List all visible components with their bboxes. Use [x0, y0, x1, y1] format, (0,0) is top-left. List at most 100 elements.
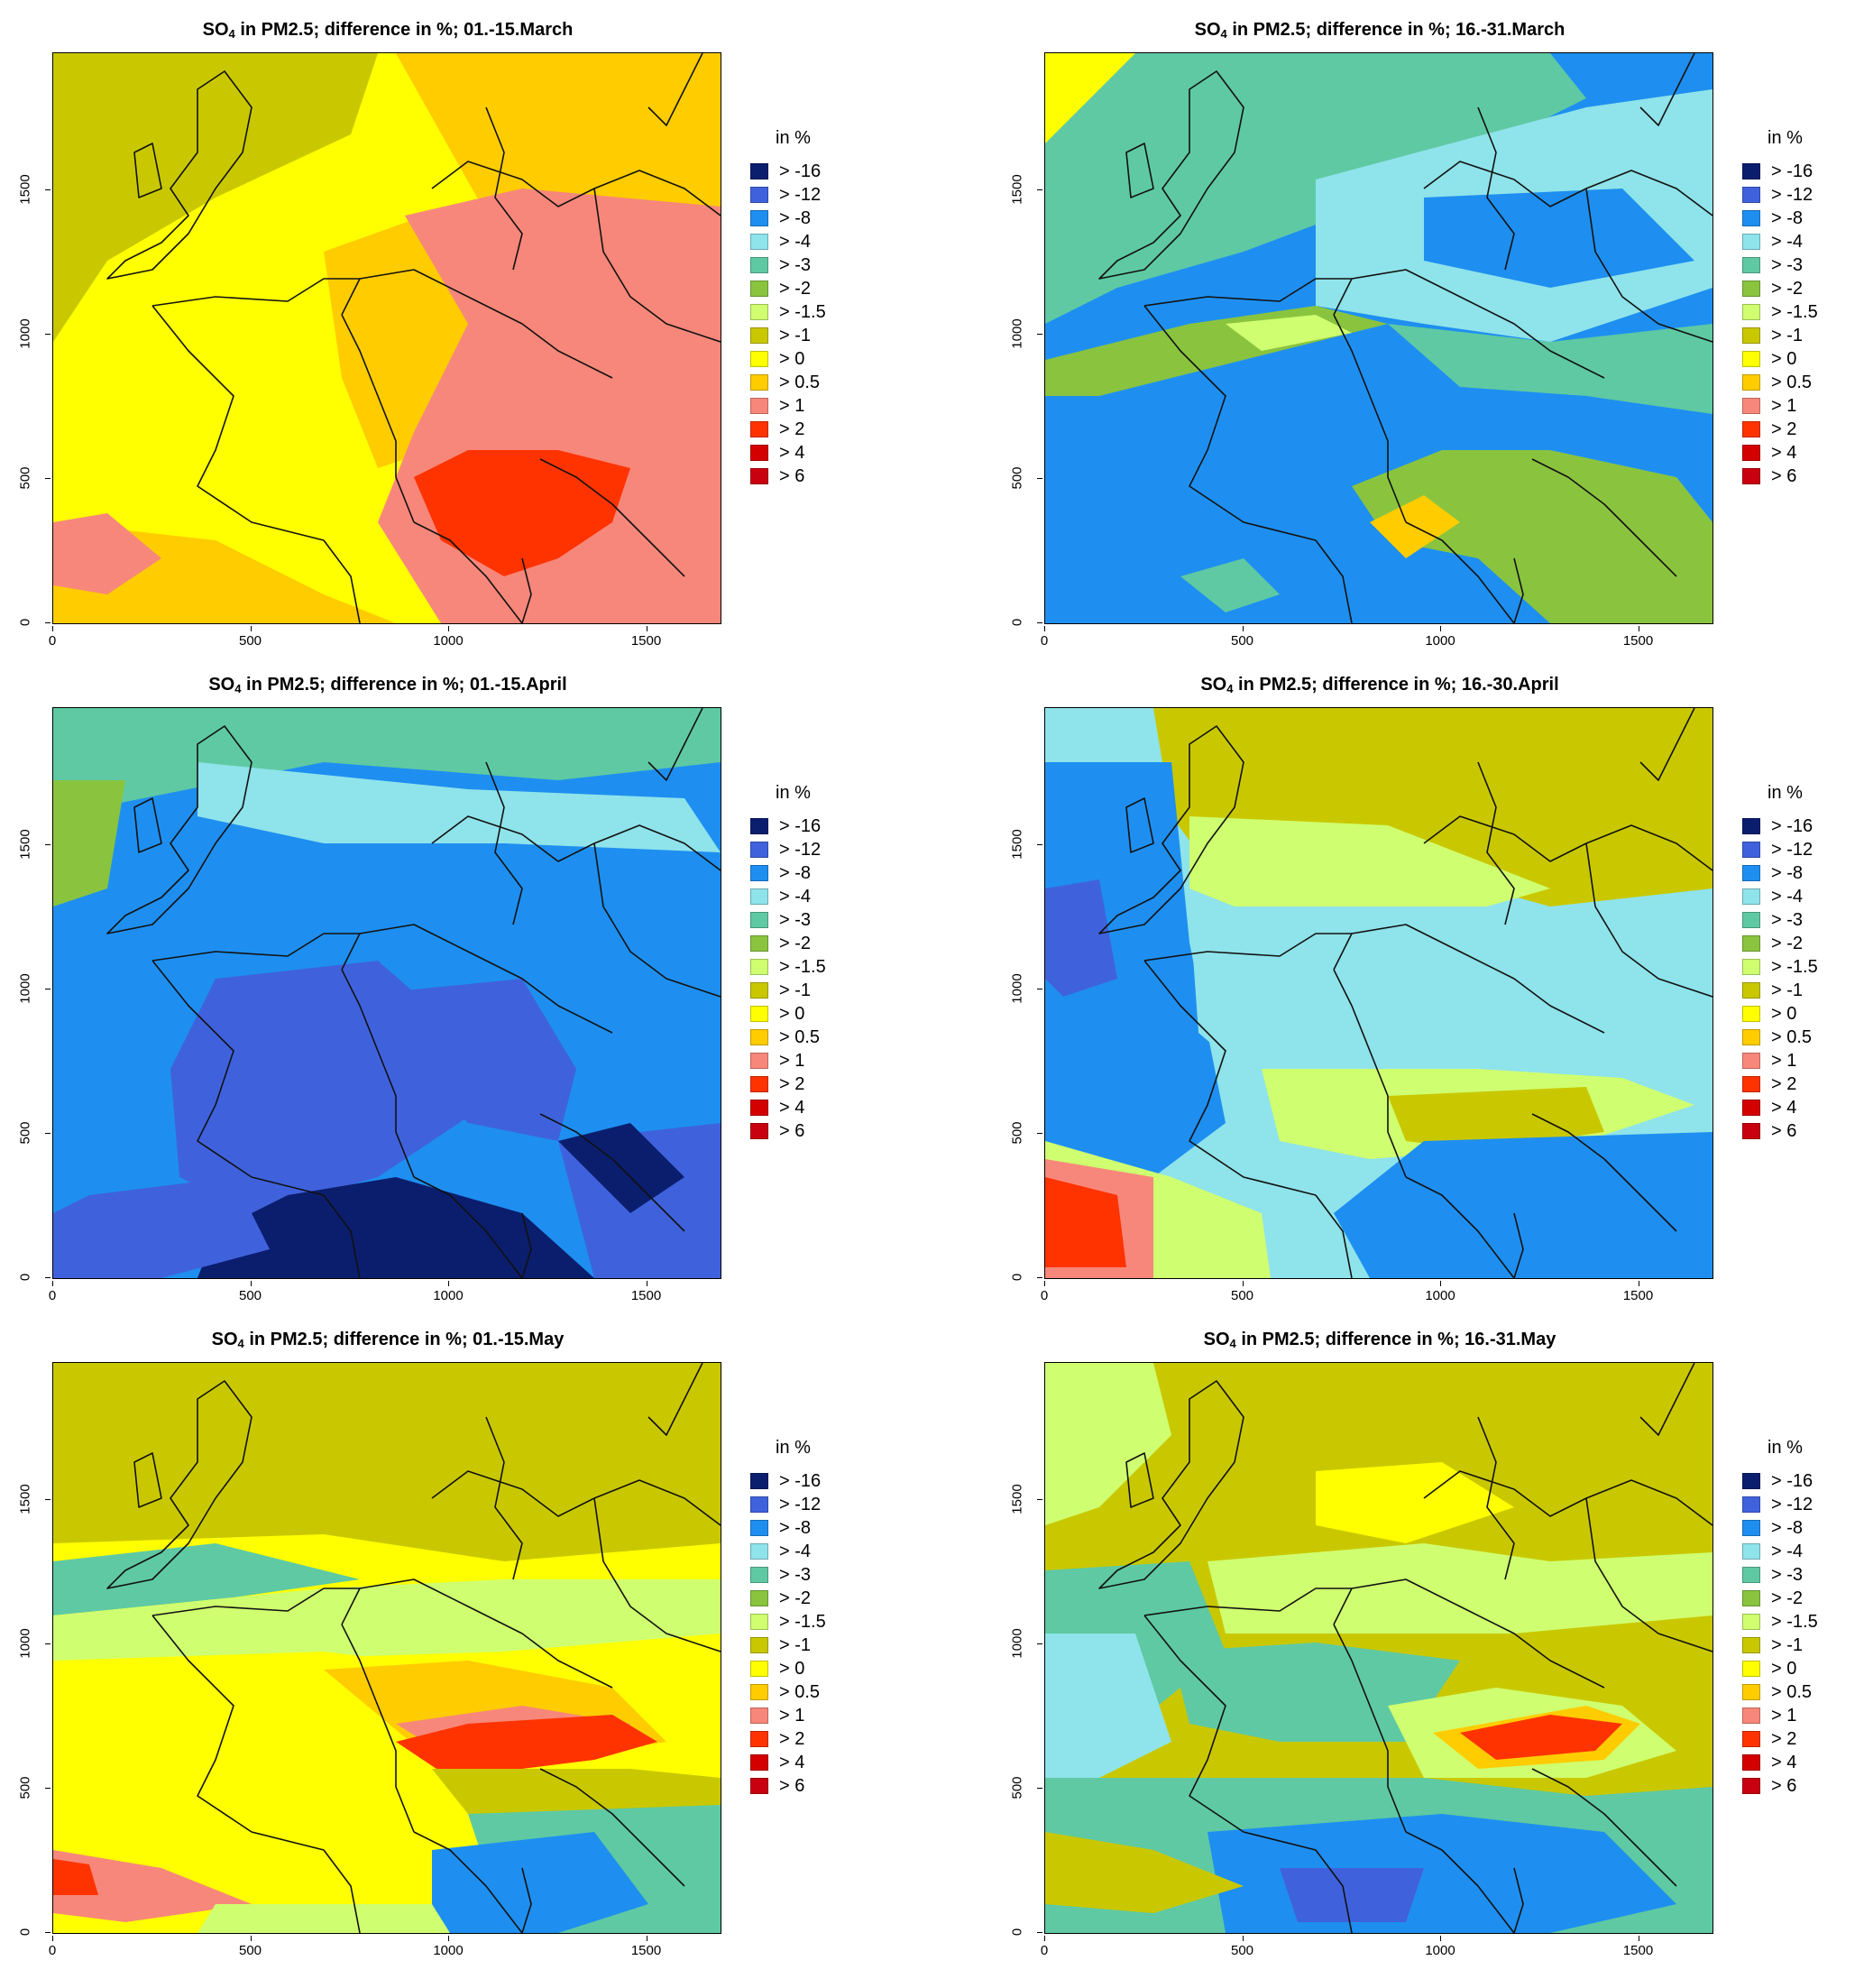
legend-entry: > 4: [750, 441, 913, 465]
legend-entry: > 0: [750, 1002, 913, 1026]
y-tick-mark: [45, 622, 51, 623]
legend-entry: > -2: [750, 932, 913, 955]
legend-label: > -1.5: [1771, 301, 1818, 322]
y-tick-label: 0: [1009, 1928, 1025, 1937]
legend-entry: > -8: [750, 1516, 913, 1540]
y-tick-mark: [45, 1788, 51, 1789]
coastline-border: [359, 924, 613, 1034]
x-tick-mark: [448, 1281, 449, 1286]
legend-entry: > -4: [750, 1540, 913, 1563]
legend-swatch: [1742, 1006, 1760, 1022]
legend-entry: > -8: [1742, 1516, 1864, 1540]
legend-swatch: [750, 1053, 768, 1069]
value-region: [53, 1850, 252, 1922]
legend-entry: > 0: [1742, 347, 1864, 371]
title-rest: in PM2.5; difference in %; 01.-15.May: [243, 1330, 565, 1349]
legend-label: > -3: [1771, 254, 1804, 275]
legend-entry: > -1.5: [750, 300, 913, 324]
legend-entry: > 0.5: [1742, 1026, 1864, 1049]
legend-swatch: [1742, 1614, 1760, 1630]
legend-swatch: [1742, 468, 1760, 484]
legend-entry: > -1: [1742, 1634, 1864, 1657]
coastline-border: [1531, 1113, 1677, 1232]
coastline-border: [521, 1212, 532, 1278]
y-tick-label: 1000: [1009, 318, 1025, 349]
legend-label: > -1.5: [1771, 1611, 1818, 1632]
legend-label: > -16: [1771, 161, 1813, 181]
y-tick-mark: [1037, 1277, 1042, 1278]
value-region: [1280, 1868, 1424, 1922]
legend-label: > -16: [779, 815, 822, 836]
legend-swatch: [1742, 935, 1760, 952]
legend-entry: > 0.5: [1742, 371, 1864, 394]
legend-entry: > 1: [750, 1704, 913, 1727]
legend-swatch: [1742, 1053, 1760, 1069]
panel-title: SO4 in PM2.5; difference in %; 01.-15.Ap…: [0, 675, 776, 695]
legend-entry: > -1: [1742, 979, 1864, 1002]
value-region: [1388, 1087, 1604, 1150]
legend-label: > -2: [1771, 278, 1804, 299]
legend-entry: > -3: [750, 908, 913, 932]
coastline-border: [1351, 1578, 1605, 1689]
legend-label: > -12: [1771, 839, 1813, 860]
legend-swatch: [1742, 304, 1760, 320]
legend-swatch: [750, 1661, 768, 1677]
coastline-border: [323, 539, 361, 623]
legend-title: in %: [1768, 1438, 1803, 1458]
legend-label: > 0.5: [779, 1681, 821, 1702]
legend-label: > -1: [1771, 980, 1804, 1000]
legend-swatch: [1742, 1543, 1760, 1560]
legend-swatch: [1742, 818, 1760, 834]
coastline-border: [1405, 521, 1515, 623]
coastline-border: [1351, 269, 1605, 379]
legend-entry: > 4: [1742, 1096, 1864, 1119]
value-region: [432, 1832, 648, 1933]
coastline-border: [1513, 557, 1524, 623]
legend-label: > 4: [1771, 442, 1797, 463]
x-axis: 0 500 1000 1500: [49, 626, 720, 653]
coastline-border: [647, 708, 703, 781]
title-subscript: 4: [228, 27, 235, 41]
x-tick-label: 1000: [1425, 1288, 1455, 1303]
y-tick-label: 0: [1009, 618, 1025, 627]
coastline-border: [413, 1831, 523, 1933]
legend-entry: > -2: [1742, 932, 1864, 955]
coastline-border: [431, 1470, 721, 1526]
x-tick-mark: [250, 626, 252, 631]
coastline-border: [1531, 1768, 1677, 1887]
panel-title: SO4 in PM2.5; difference in %; 01.-15.Ma…: [0, 1330, 776, 1350]
y-tick-mark: [45, 1499, 51, 1500]
value-region: [53, 708, 721, 816]
y-tick-label: 1500: [17, 1484, 33, 1514]
coastline-border: [359, 269, 613, 379]
legend-label: > -4: [1771, 1541, 1804, 1561]
legend-entry: > -4: [750, 885, 913, 908]
legend-label: > -16: [779, 1470, 822, 1491]
x-tick-mark: [52, 1936, 53, 1941]
y-tick-label: 500: [1009, 1121, 1025, 1145]
legend-entry: > 2: [750, 1072, 913, 1096]
map-raster: [53, 708, 721, 1278]
title-subscript: 4: [1220, 27, 1227, 41]
coastline-border: [1531, 458, 1677, 577]
legend-entry: > -16: [1742, 1469, 1864, 1493]
legend-swatch: [1742, 281, 1760, 297]
value-region: [1352, 450, 1712, 623]
coastline-border: [593, 842, 721, 998]
title-subscript: 4: [1226, 682, 1234, 695]
legend-swatch: [750, 842, 768, 858]
legend-swatch: [1742, 982, 1760, 999]
legend-label: > -12: [1771, 184, 1813, 205]
legend-entry: > 4: [750, 1096, 913, 1119]
legend-entry: > 0.5: [1742, 1680, 1864, 1704]
x-tick-mark: [52, 1281, 53, 1286]
coastline-border: [485, 1416, 523, 1580]
legend-swatch: [750, 982, 768, 999]
legend: in % > -16 > -12 > -8 > -4 > -3 > -2 > -1.5 > -1…: [1742, 128, 1864, 488]
legend-swatch: [1742, 445, 1760, 461]
legend-swatch: [1742, 1661, 1760, 1677]
value-region: [53, 780, 125, 907]
coastline-border: [106, 1380, 253, 1589]
x-tick-mark: [1044, 626, 1045, 631]
x-tick-mark: [1440, 1281, 1441, 1286]
